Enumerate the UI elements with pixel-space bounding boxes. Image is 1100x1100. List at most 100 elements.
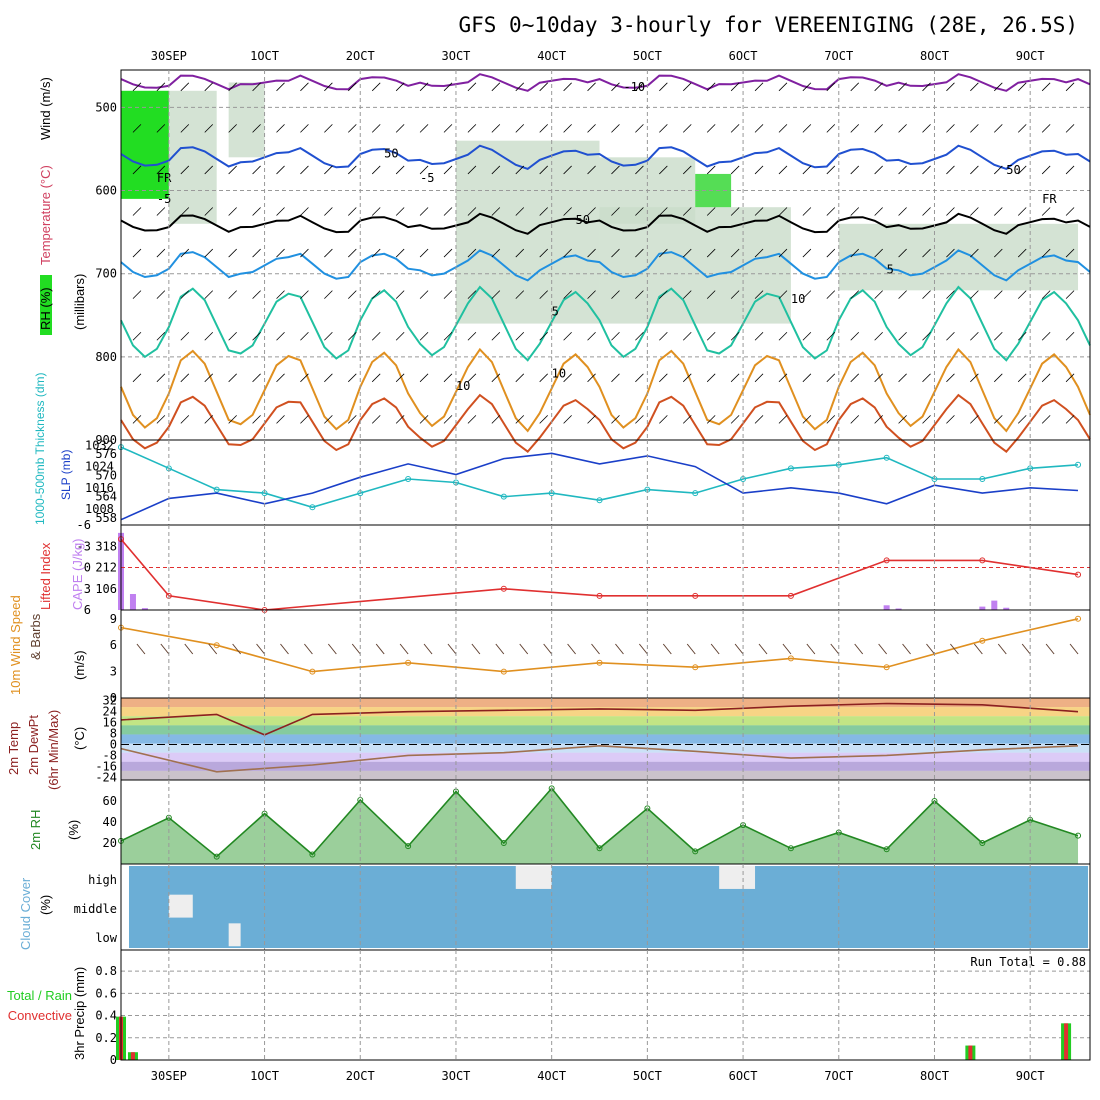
wind-barb [778,124,788,133]
wind-barb [324,165,333,175]
date-label-bottom: 7OCT [824,1069,853,1083]
y-tick-thickness: 558 [95,511,117,525]
cape-bar [141,608,148,610]
wind-barb [802,290,812,299]
wind-barb [802,207,812,216]
wind-barb [371,248,381,258]
temp-band [121,770,1090,780]
wind-barb [276,124,285,133]
wind-barb [180,124,190,133]
contour-label: 10 [552,367,566,381]
wind-barb [587,124,596,133]
wind-barb [659,331,668,341]
wind-barb [1017,124,1027,133]
wind-barb [922,373,931,383]
wind-barb [754,248,764,258]
wind-speed-line-point [596,659,603,666]
wind-barb [635,248,644,258]
wind-barb [467,248,477,258]
wind-barb [395,415,405,424]
y-tick-cape: 106 [95,582,117,596]
wind-barb [659,290,668,299]
label-rh-units: (%) [66,820,81,840]
wind-barb [587,290,596,299]
wind-barb [730,82,740,92]
wind-barb [419,165,429,175]
wind-barb [563,165,572,175]
temp-band [121,743,1090,753]
wind-barb [515,373,525,383]
wind-barb [611,124,620,133]
cape-bar [979,606,986,610]
date-label-top: 6OCT [729,49,758,63]
wind-barb [324,331,333,341]
wind-barb [228,82,237,92]
wind-barb [324,82,333,92]
label-temp-units: (°C) [72,727,87,750]
wind-barb [371,124,381,133]
wind-barb [132,415,142,424]
wind-barb [850,331,860,341]
wind-speed-line-point [979,637,986,644]
panel-frame [120,439,1091,526]
wind-barb [180,415,190,424]
wind-barb [443,207,453,216]
wind-barb [922,165,931,175]
wind-barb [395,82,405,92]
wind-barb [156,248,166,258]
y-tick-slp: 1032 [85,438,114,452]
isotherm-5 [120,249,1091,282]
wind-barb [659,82,668,92]
label-2m-temp: 2m Temp [6,722,21,775]
wind-barb [204,165,214,175]
wind-barb [228,331,237,341]
wind-barb [730,248,740,258]
temp-band [121,725,1090,735]
wind-barb [348,82,357,92]
wind-barb [515,290,525,299]
y-tick-rh: 40 [103,815,117,829]
label-cloud-units: (%) [38,895,53,915]
wind-barb [228,248,237,258]
wind-barb [395,165,405,175]
wind-barb [922,207,931,216]
wind-barb [1041,82,1051,92]
lifted-index-line-point [883,557,890,564]
wind-barb [587,82,596,92]
wind-barb [348,290,357,299]
thickness-line-point [979,475,986,482]
wind-barb [180,290,190,299]
wind-barb [228,290,237,299]
wind-barb [946,290,955,299]
wind-barb [204,124,214,133]
cape-bar [895,608,902,610]
freezing-level [120,212,1091,235]
y-tick-temp: -8 [103,748,117,762]
wind-barb [419,207,429,216]
wind-barb [1065,373,1075,383]
label-6hr-minmax: (6hr Min/Max) [46,710,61,790]
surface-wind-barb [615,643,624,655]
wind-barb [467,415,477,424]
wind-barb [276,415,285,424]
cloud-gap [168,894,193,918]
wind-barb [611,415,620,424]
label-2m-dewpt: 2m DewPt [26,715,41,775]
wind-barb [778,82,788,92]
rh-line-point [979,840,986,846]
surface-wind-barb [519,643,529,655]
wind-barb [443,331,453,341]
y-tick-precip: 0.6 [95,986,117,1000]
wind-barb [1065,165,1075,175]
contour-label: 10 [791,292,805,306]
wind-barb [587,248,596,258]
wind-barb [132,82,142,92]
wind-barb [156,165,166,175]
wind-barb [754,373,764,383]
wind-barb [491,82,501,92]
wind-barb [946,165,955,175]
wind-barb [443,290,453,299]
label-wind-units: (m/s) [72,650,87,680]
cape-bar [883,605,890,610]
wind-barb [515,415,525,424]
